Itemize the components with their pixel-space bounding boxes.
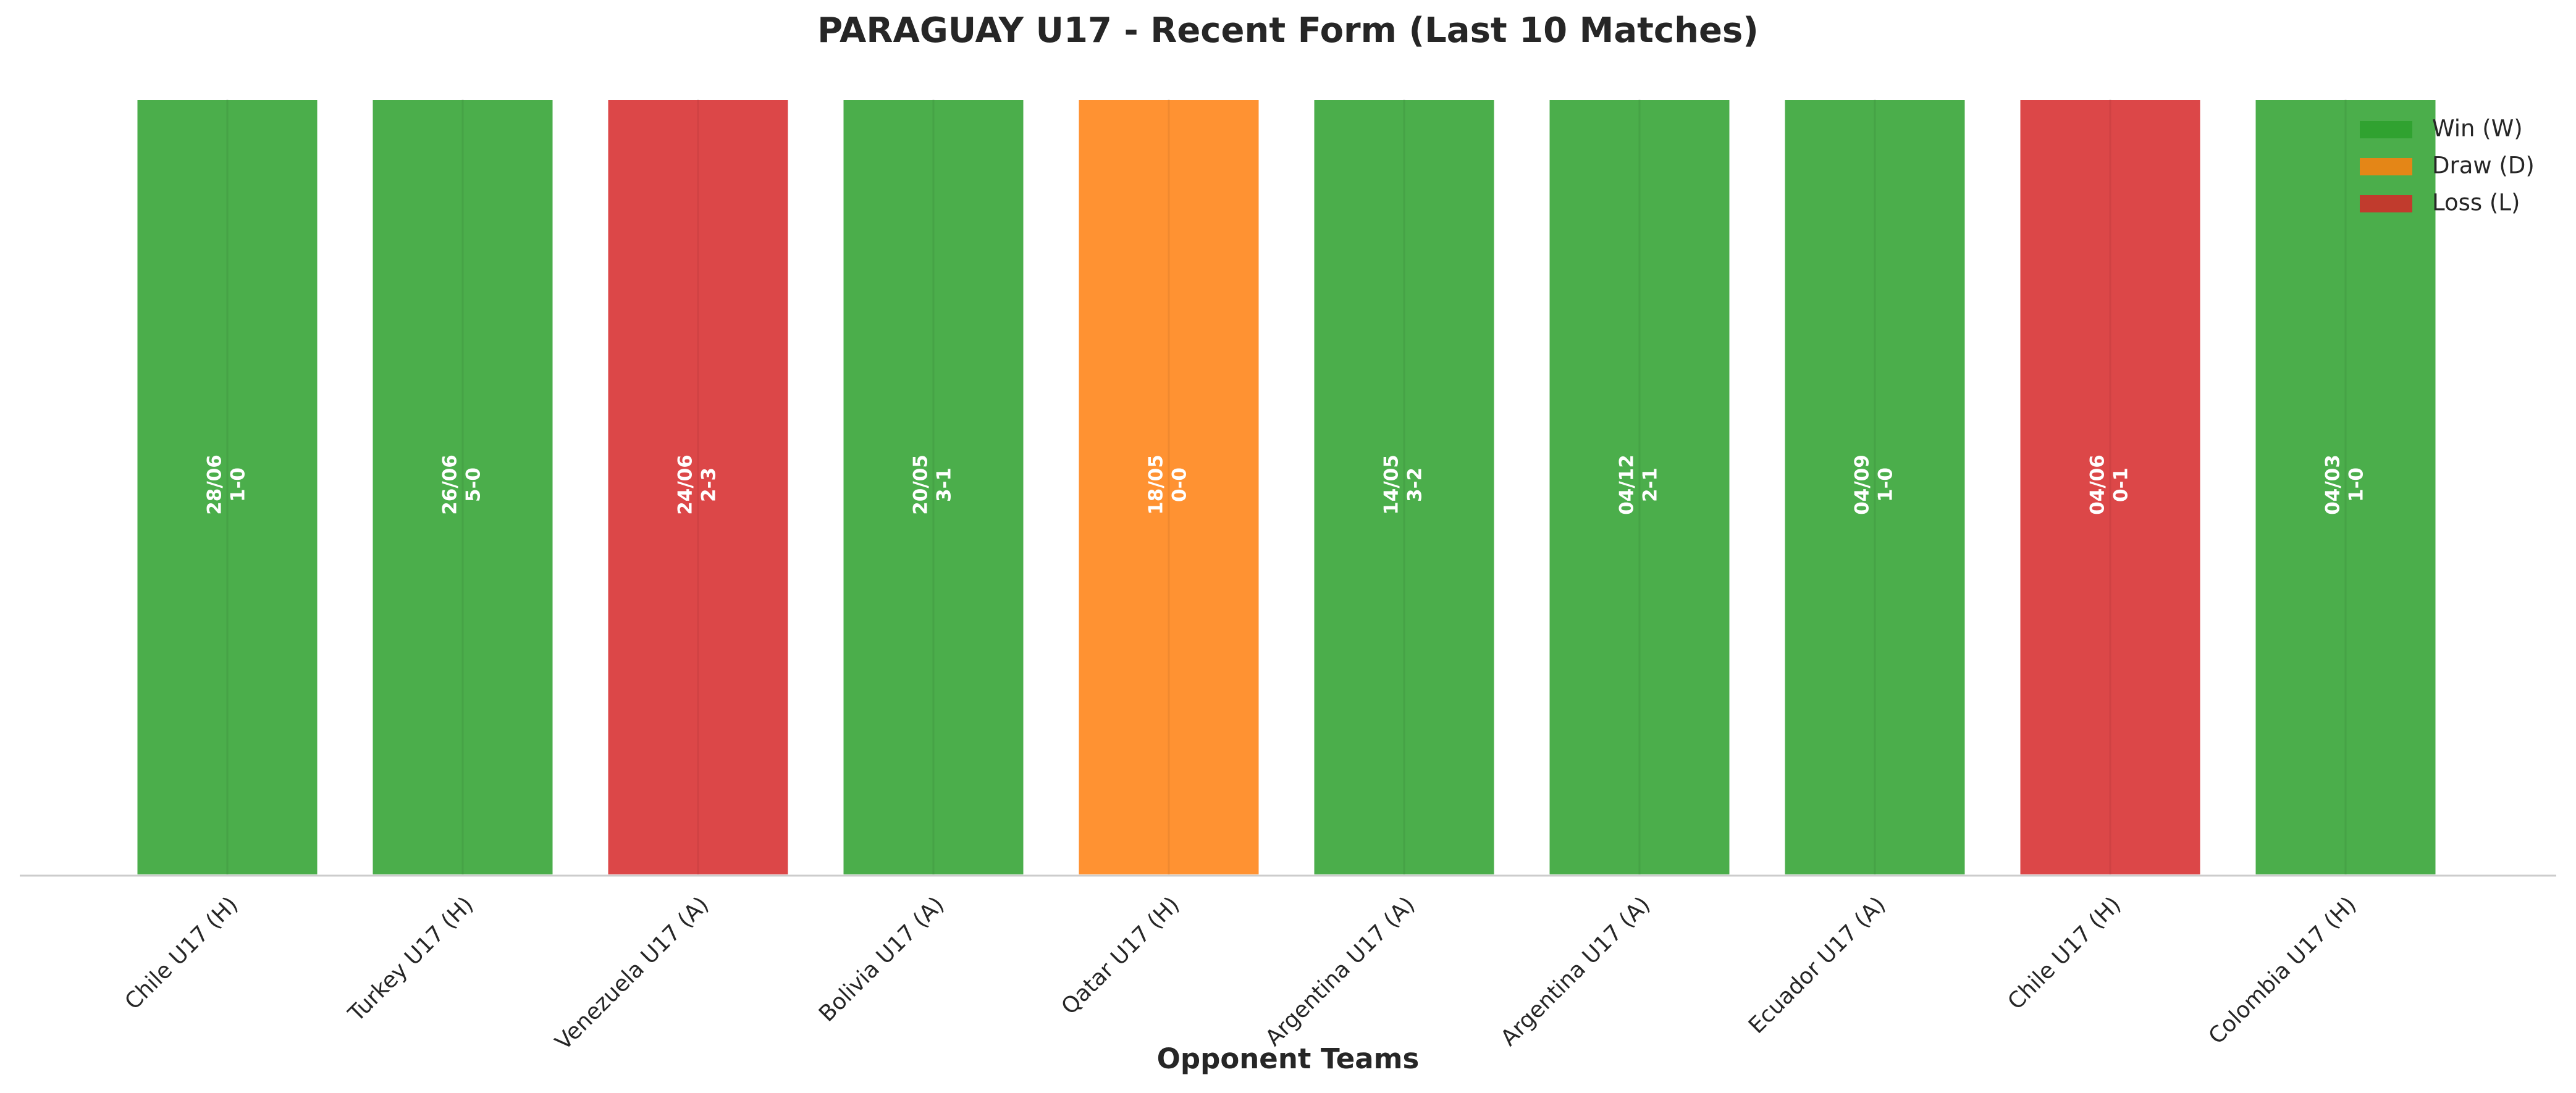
x-axis-label: Opponent Teams <box>1157 1042 1420 1075</box>
legend-swatch <box>2360 195 2412 212</box>
bar-score-label: 0-0 <box>1169 467 1191 502</box>
legend-swatch <box>2360 158 2412 175</box>
bar <box>1547 98 1732 877</box>
bar-date-label: 20/05 <box>910 454 932 515</box>
x-tick-label: Bolivia U17 (A) <box>814 892 949 1026</box>
x-tick-label: Argentina U17 (A) <box>1261 892 1420 1051</box>
bar-score-label: 1-0 <box>2346 467 2368 502</box>
x-tick-label: Ecuador U17 (A) <box>1744 892 1890 1038</box>
bar-score-label: 1-0 <box>227 467 250 502</box>
bar-score-label: 2-3 <box>698 467 720 502</box>
x-tick-label: Chile U17 (H) <box>2003 892 2126 1015</box>
bar-date-label: 04/12 <box>1616 454 1638 515</box>
bar-date-label: 04/06 <box>2087 454 2109 515</box>
legend-label: Win (W) <box>2432 115 2523 142</box>
bar-date-label: 04/03 <box>2322 454 2344 515</box>
bar <box>1782 98 1968 877</box>
bar <box>841 98 1026 877</box>
legend-label: Loss (L) <box>2432 190 2520 216</box>
bar-date-label: 26/06 <box>439 454 461 515</box>
bar-score-label: 2-1 <box>1639 467 1662 502</box>
bar <box>605 98 791 877</box>
bar <box>370 98 555 877</box>
bar-score-label: 3-2 <box>1404 467 1426 502</box>
legend-swatch <box>2360 121 2412 138</box>
chart-title: PARAGUAY U17 - Recent Form (Last 10 Matc… <box>817 10 1759 51</box>
bar-date-label: 04/09 <box>1851 454 1874 515</box>
legend-label: Draw (D) <box>2432 153 2535 179</box>
bar-score-label: 3-1 <box>933 467 956 502</box>
x-tick-label: Turkey U17 (H) <box>343 892 479 1027</box>
bar-score-label: 0-1 <box>2110 467 2132 502</box>
x-tick-label: Venezuela U17 (A) <box>550 892 713 1055</box>
bar-date-label: 24/06 <box>675 454 697 515</box>
bar-score-label: 1-0 <box>1875 467 1897 502</box>
bar-date-label: 14/05 <box>1381 454 1403 515</box>
bar <box>2253 98 2438 877</box>
bar-score-label: 5-0 <box>463 467 485 502</box>
x-tick-label: Chile U17 (H) <box>120 892 243 1015</box>
bar <box>135 98 320 877</box>
bar <box>1076 98 1261 877</box>
bar-date-label: 28/06 <box>204 454 226 515</box>
bar-date-label: 18/05 <box>1145 454 1168 515</box>
x-tick-label: Qatar U17 (H) <box>1057 892 1185 1020</box>
bar <box>1311 98 1497 877</box>
x-tick-label: Colombia U17 (H) <box>2204 892 2362 1049</box>
x-tick-label: Argentina U17 (A) <box>1496 892 1656 1051</box>
